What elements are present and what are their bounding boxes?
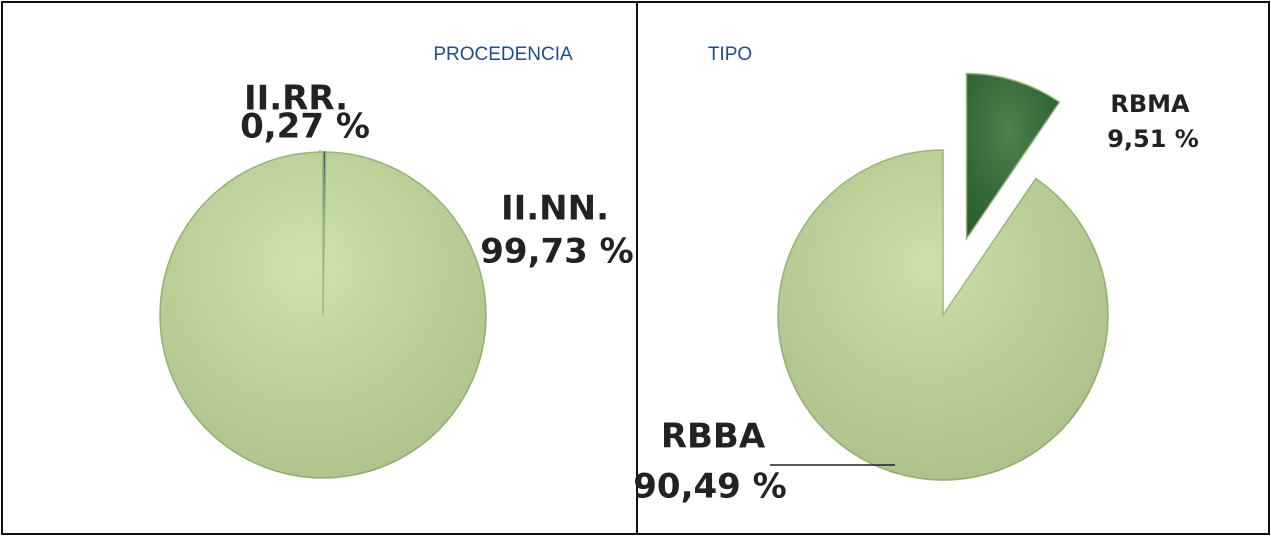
slice-label: RBBA (661, 417, 766, 457)
chart-title: TIPO (708, 44, 752, 65)
chart-title: PROCEDENCIA (433, 44, 573, 65)
pie-slice (159, 151, 487, 479)
slice-label: RBMA (1110, 90, 1190, 118)
pie-slice (777, 149, 1109, 481)
slice-value: 9,51 % (1107, 125, 1199, 153)
slice-label: II.NN. (501, 189, 609, 229)
slice-value: 99,73 % (480, 232, 633, 272)
slice-label: II.RR. (244, 79, 348, 119)
slice-value: 90,49 % (633, 467, 786, 507)
slice-value: 0,27 % (240, 107, 370, 147)
